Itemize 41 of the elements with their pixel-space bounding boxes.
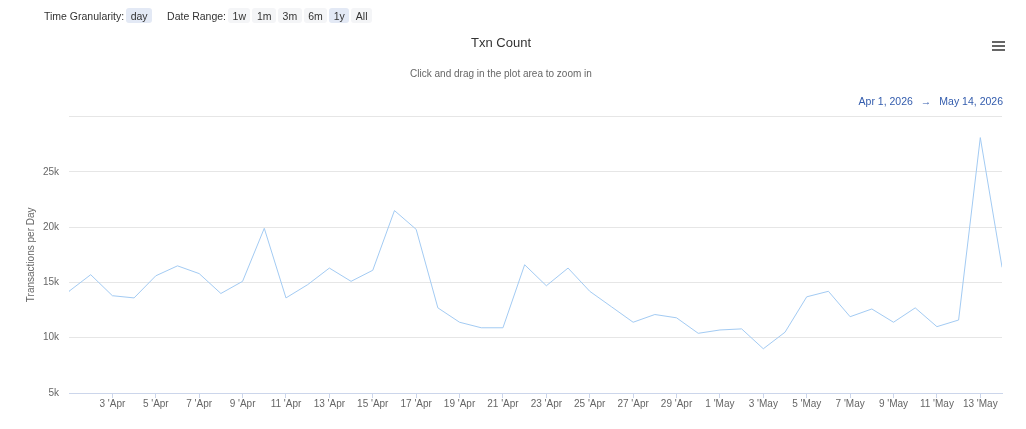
x-tick-label: 3 'May (748, 397, 778, 409)
x-tick-label: 27 'Apr (617, 397, 650, 409)
x-tick-label: 7 'Apr (186, 397, 213, 409)
x-tick-label: 19 'Apr (443, 397, 476, 409)
y-tick-label: 20k (42, 220, 60, 232)
x-tick-label: 11 'Apr (270, 397, 302, 409)
x-tick-label: 17 'Apr (400, 397, 433, 409)
text: Time Granularity: (44, 9, 125, 22)
x-tick-label: 13 'May (962, 397, 998, 409)
chart-title: Txn Count (471, 35, 532, 51)
x-tick-label: 5 'Apr (142, 397, 170, 409)
x-tick-label: 23 'Apr (530, 397, 563, 409)
text: → (920, 95, 932, 107)
x-tick-label: 5 'May (792, 397, 822, 409)
text: 1m (256, 9, 272, 22)
x-tick-label: 29 'Apr (660, 397, 693, 409)
text: May 14, 2026 (939, 95, 1003, 107)
x-tick-label: 9 'May (878, 397, 909, 409)
y-tick-label: 15k (42, 276, 60, 288)
x-tick-label: 11 'May (919, 397, 954, 409)
x-tick-label: 13 'Apr (313, 397, 346, 409)
text: 6m (308, 9, 323, 22)
y-tick-label: 25k (42, 165, 60, 177)
text: 1w (232, 9, 246, 22)
chart-subtitle: Click and drag in the plot area to zoom in (410, 68, 592, 80)
text: All (355, 9, 368, 22)
text: 1y (333, 9, 345, 22)
x-tick-label: 3 'Apr (99, 397, 126, 409)
text: Date Range: (167, 9, 227, 22)
y-tick-label: 10k (42, 331, 60, 343)
text: day (130, 9, 148, 22)
x-tick-label: 9 'Apr (229, 397, 257, 409)
x-tick-label: 1 'May (705, 397, 735, 409)
x-tick-label: 21 'Apr (487, 397, 520, 409)
x-tick-label: 7 'May (835, 397, 865, 409)
text: Apr 1, 2026 (858, 95, 913, 107)
x-tick-label: 25 'Apr (574, 397, 607, 409)
x-tick-label: 15 'Apr (357, 397, 390, 409)
text: 3m (282, 9, 298, 22)
y-tick-label: 5k (48, 386, 60, 398)
y-axis-title: Transactions per Day (24, 207, 36, 303)
